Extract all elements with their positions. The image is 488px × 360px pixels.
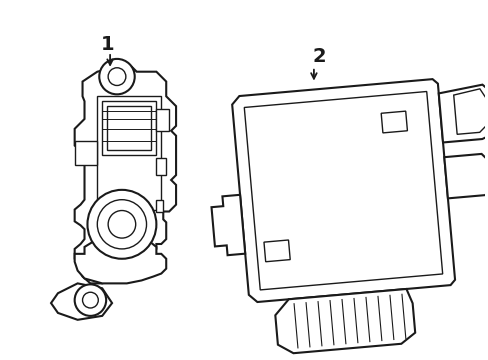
Circle shape	[87, 190, 156, 259]
Polygon shape	[75, 239, 166, 283]
Polygon shape	[275, 289, 414, 353]
Circle shape	[108, 68, 125, 85]
Circle shape	[97, 200, 146, 249]
Circle shape	[82, 292, 98, 308]
Text: 1: 1	[100, 35, 114, 54]
Polygon shape	[156, 158, 166, 175]
Circle shape	[75, 284, 106, 316]
Text: 2: 2	[311, 48, 325, 67]
Circle shape	[108, 211, 136, 238]
Polygon shape	[444, 154, 488, 198]
Polygon shape	[156, 200, 163, 212]
Polygon shape	[97, 96, 161, 210]
Polygon shape	[438, 85, 488, 143]
Polygon shape	[75, 67, 176, 283]
Polygon shape	[51, 283, 112, 320]
Polygon shape	[102, 101, 156, 156]
Polygon shape	[75, 141, 97, 165]
Polygon shape	[232, 79, 454, 302]
Circle shape	[99, 59, 135, 94]
Polygon shape	[156, 109, 169, 131]
Polygon shape	[211, 195, 244, 255]
